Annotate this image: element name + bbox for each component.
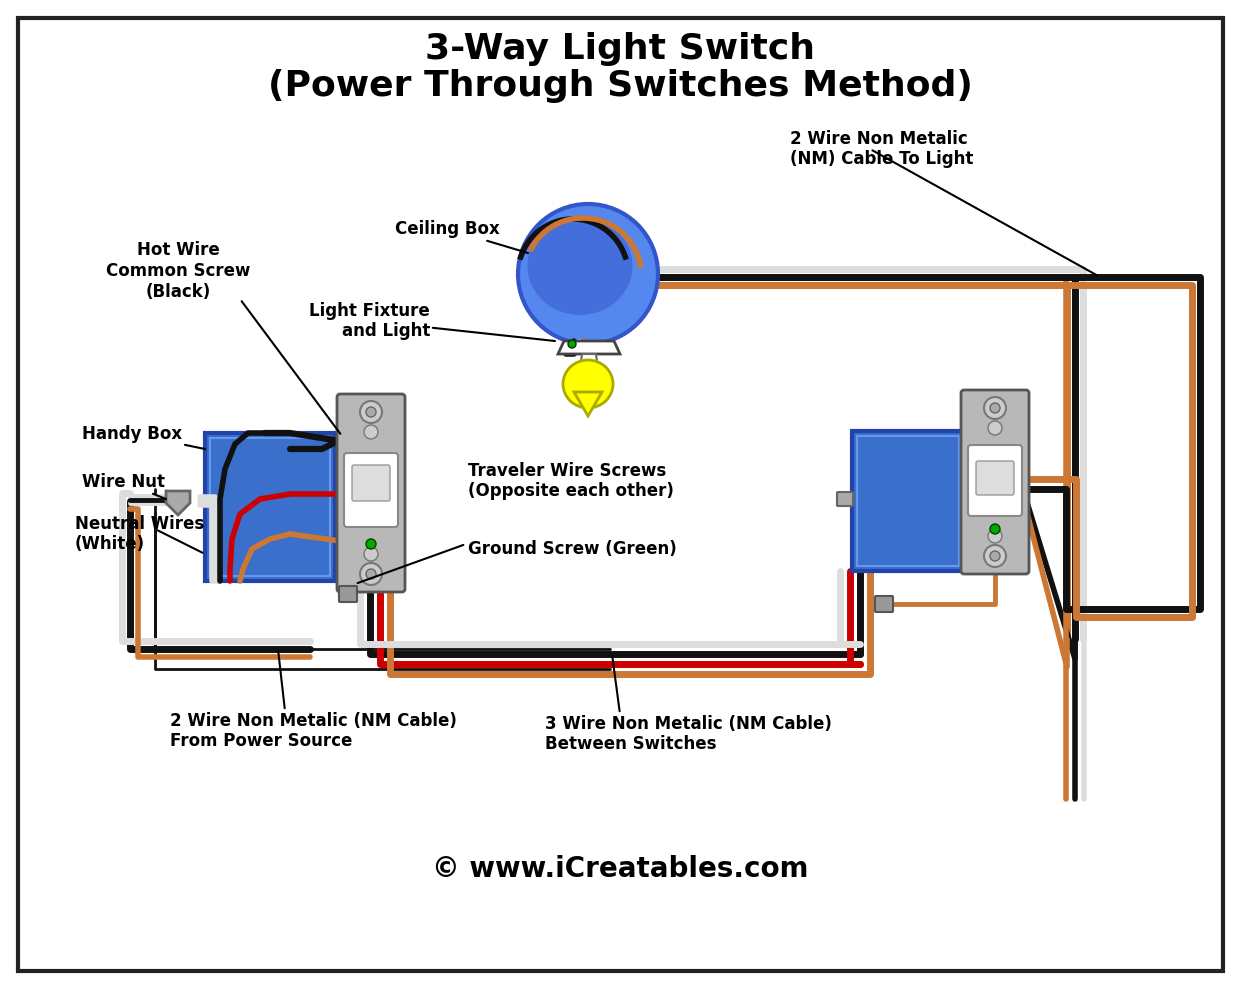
Text: © www.iCreatables.com: © www.iCreatables.com: [432, 855, 808, 883]
Text: 3 Wire Non Metalic (NM Cable)
Between Switches: 3 Wire Non Metalic (NM Cable) Between Sw…: [545, 715, 831, 754]
Bar: [210, 438, 330, 576]
Bar: [853, 431, 964, 571]
FancyBboxPatch shape: [339, 586, 357, 602]
Circle shape: [988, 529, 1001, 543]
Text: Wire Nut: Wire Nut: [82, 473, 166, 499]
Circle shape: [984, 545, 1006, 567]
FancyBboxPatch shape: [344, 453, 398, 527]
Ellipse shape: [517, 204, 658, 344]
Bar: [205, 433, 335, 581]
Text: Light Fixture
and Light: Light Fixture and Light: [309, 302, 555, 341]
Ellipse shape: [563, 360, 613, 408]
Text: 2 Wire Non Metalic
(NM) Cable To Light: 2 Wire Non Metalic (NM) Cable To Light: [791, 130, 973, 168]
Text: Ceiling Box: Ceiling Box: [395, 220, 527, 253]
Polygon shape: [580, 354, 598, 369]
Text: Hot Wire
Common Screw
(Black): Hot Wire Common Screw (Black): [105, 241, 251, 301]
FancyBboxPatch shape: [968, 445, 1023, 516]
Text: Traveler Wire Screws
(Opposite each other): Traveler Wire Screws (Opposite each othe…: [468, 462, 674, 500]
Polygon shape: [558, 341, 620, 354]
Circle shape: [366, 539, 376, 549]
Text: Ground Screw (Green): Ground Screw (Green): [468, 540, 676, 558]
Circle shape: [984, 397, 1006, 419]
FancyBboxPatch shape: [961, 390, 1029, 574]
Circle shape: [366, 407, 376, 417]
Bar: [858, 436, 959, 566]
Circle shape: [360, 401, 382, 423]
Circle shape: [360, 563, 382, 585]
Text: 2 Wire Non Metalic (NM Cable)
From Power Source: 2 Wire Non Metalic (NM Cable) From Power…: [170, 712, 457, 751]
Circle shape: [364, 547, 379, 561]
Text: Neutral Wires
(White): Neutral Wires (White): [74, 514, 205, 554]
Circle shape: [990, 524, 1000, 534]
Text: (Power Through Switches Method): (Power Through Switches Method): [268, 69, 973, 103]
FancyBboxPatch shape: [338, 394, 405, 592]
Circle shape: [988, 421, 1001, 435]
Circle shape: [568, 340, 576, 348]
Circle shape: [990, 403, 1000, 413]
Circle shape: [364, 425, 379, 439]
Circle shape: [990, 551, 1000, 561]
Polygon shape: [575, 392, 602, 416]
FancyBboxPatch shape: [975, 461, 1014, 495]
Text: 3-Way Light Switch: 3-Way Light Switch: [424, 32, 815, 66]
Text: Handy Box: Handy Box: [82, 425, 205, 449]
FancyBboxPatch shape: [352, 465, 390, 501]
FancyBboxPatch shape: [836, 492, 853, 506]
Circle shape: [366, 569, 376, 579]
Polygon shape: [166, 491, 190, 515]
Ellipse shape: [527, 217, 633, 315]
FancyBboxPatch shape: [875, 596, 894, 612]
